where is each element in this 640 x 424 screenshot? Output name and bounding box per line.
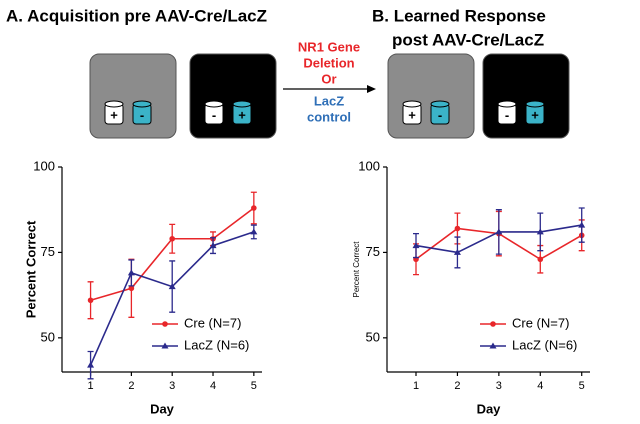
marker <box>87 361 95 368</box>
marker <box>169 235 176 242</box>
cylinder-top <box>430 100 450 108</box>
chamber <box>482 53 570 139</box>
legend-label: Cre (N=7) <box>512 315 569 330</box>
cylinder-symbol: - <box>140 107 144 122</box>
y-tick-label: 100 <box>358 158 380 173</box>
marker <box>209 242 217 249</box>
marker <box>453 248 461 255</box>
marker <box>127 269 135 276</box>
x-tick-label: 5 <box>251 380 257 392</box>
arrow-label: Or <box>321 71 336 86</box>
marker <box>412 242 420 249</box>
cylinder-symbol: - <box>438 107 442 122</box>
y-tick-label: 100 <box>33 158 55 173</box>
marker <box>537 256 544 263</box>
chamber <box>89 53 177 139</box>
cylinder-symbol: - <box>505 107 509 122</box>
y-tick-label: 50 <box>366 329 380 344</box>
panel-b-title: B. Learned Response <box>372 6 546 25</box>
panel-b-title: post AAV-Cre/LacZ <box>392 30 544 49</box>
arrow-label: control <box>307 109 351 124</box>
cylinder-top <box>402 100 422 108</box>
arrow-label: NR1 Gene <box>298 39 360 54</box>
x-tick-label: 4 <box>537 380 543 392</box>
chamber <box>189 53 277 139</box>
y-tick-label: 50 <box>41 329 55 344</box>
x-axis-label: Day <box>150 401 175 416</box>
x-tick-label: 3 <box>169 380 175 392</box>
x-tick-label: 4 <box>210 380 216 392</box>
marker <box>495 228 503 235</box>
arrow-head <box>367 85 376 93</box>
y-tick-label: 75 <box>41 244 55 259</box>
legend-label: Cre (N=7) <box>184 315 241 330</box>
y-axis-label: Percent Correct <box>23 220 38 318</box>
arrow-label: Deletion <box>303 55 354 70</box>
cylinder-top <box>132 100 152 108</box>
marker <box>454 225 461 232</box>
marker <box>536 228 544 235</box>
legend-marker <box>162 321 168 327</box>
cylinder-symbol: + <box>531 107 539 122</box>
x-tick-label: 5 <box>579 380 585 392</box>
marker <box>251 205 257 211</box>
chamber <box>387 53 475 139</box>
x-tick-label: 1 <box>413 380 419 392</box>
cylinder-symbol: - <box>212 107 216 122</box>
legend-marker <box>489 342 497 349</box>
cylinder-top <box>497 100 517 108</box>
cylinder-symbol: + <box>110 107 118 122</box>
cylinder-top <box>525 100 545 108</box>
legend-label: LacZ (N=6) <box>512 337 577 352</box>
cylinder-top <box>104 100 124 108</box>
x-tick-label: 2 <box>128 380 134 392</box>
marker <box>168 283 176 290</box>
marker <box>87 297 94 304</box>
panel-a-title: A. Acquisition pre AAV-Cre/LacZ <box>6 6 267 25</box>
marker <box>250 228 258 235</box>
marker <box>128 285 135 292</box>
x-axis-label: Day <box>477 401 502 416</box>
x-tick-label: 2 <box>454 380 460 392</box>
y-axis-label: Percent Correct <box>352 241 361 298</box>
x-tick-label: 1 <box>88 380 94 392</box>
cylinder-top <box>232 100 252 108</box>
cylinder-symbol: + <box>238 107 246 122</box>
legend-marker <box>161 342 169 349</box>
x-tick-label: 3 <box>496 380 502 392</box>
legend-label: LacZ (N=6) <box>184 337 249 352</box>
arrow-label: LacZ <box>314 93 344 108</box>
cylinder-top <box>204 100 224 108</box>
legend-marker <box>490 321 496 327</box>
y-tick-label: 75 <box>366 244 380 259</box>
cylinder-symbol: + <box>408 107 416 122</box>
marker <box>578 221 586 228</box>
